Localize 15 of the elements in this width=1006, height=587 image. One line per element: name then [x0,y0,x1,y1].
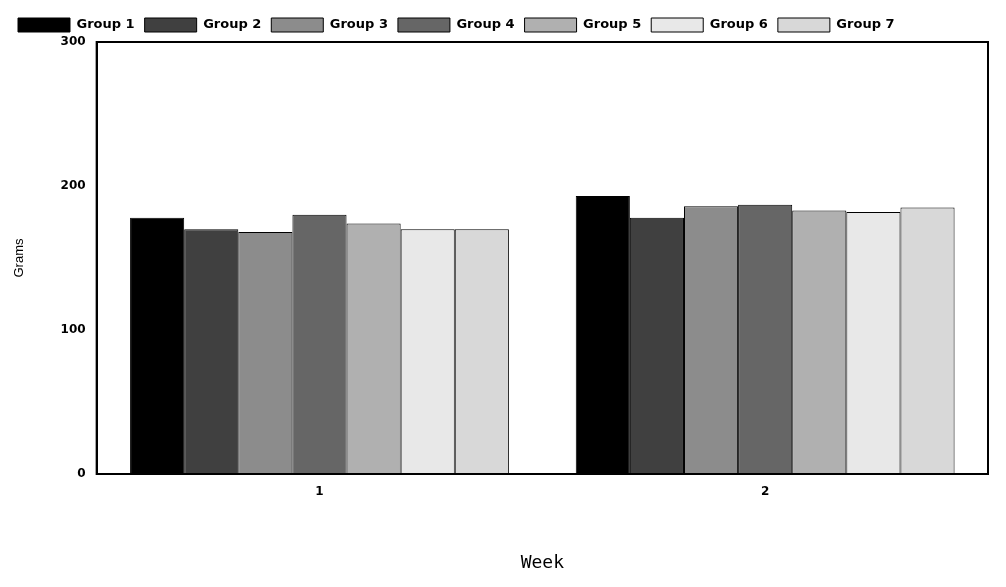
y-tick-label: 100 [60,322,86,337]
x-tick-label: 1 [315,484,324,499]
legend-label: Group 2 [203,16,262,32]
legend-label: Group 5 [583,16,642,32]
legend-label: Group 3 [329,16,388,32]
y-tick-label: 300 [60,34,86,49]
legend-label: Group 1 [76,16,135,32]
x-tick-label: 2 [760,484,770,499]
y-axis-title: Grams [11,238,27,278]
y-tick-label: 0 [77,466,86,481]
x-axis-title: Week [520,550,565,572]
legend-label: Group 6 [709,16,768,32]
legend-label: Group 4 [456,16,515,32]
y-tick-label: 200 [60,178,86,193]
legend-label: Group 7 [836,16,895,32]
